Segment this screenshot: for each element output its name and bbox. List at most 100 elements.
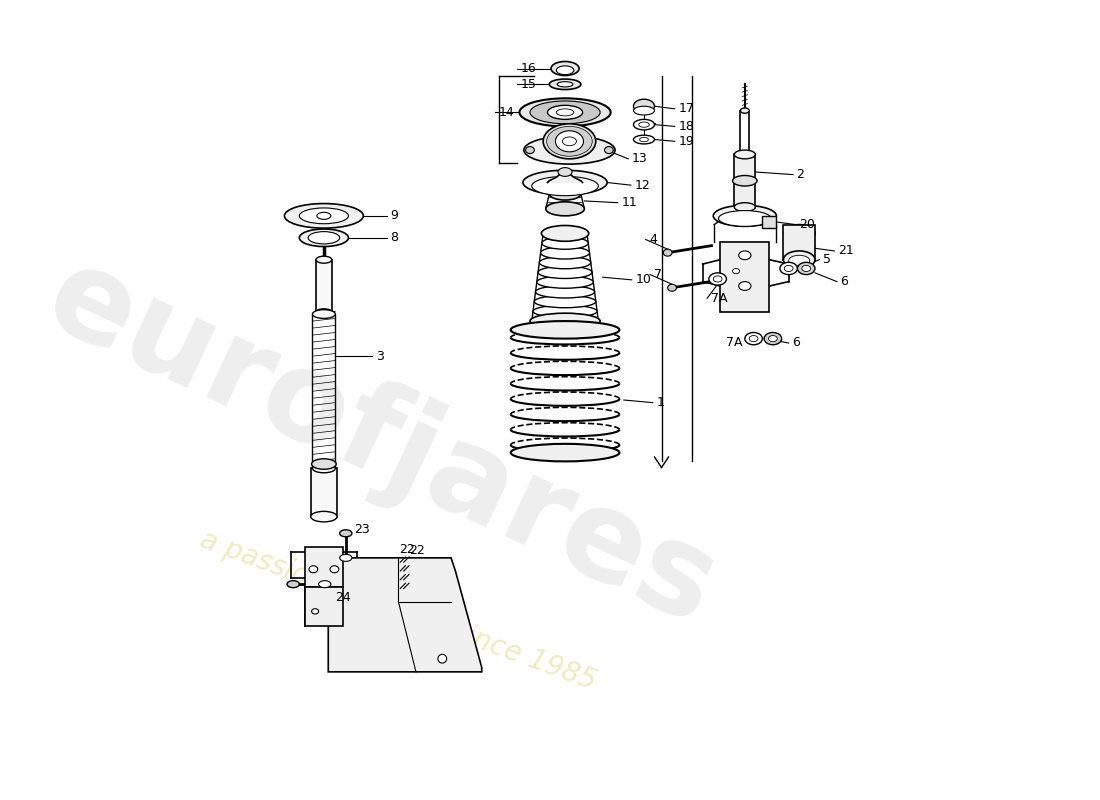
Ellipse shape [713, 276, 722, 282]
Ellipse shape [783, 225, 815, 242]
Ellipse shape [780, 262, 798, 274]
Ellipse shape [534, 305, 597, 318]
Bar [762, 216, 777, 228]
Ellipse shape [340, 530, 352, 537]
Text: 15: 15 [520, 78, 536, 90]
Ellipse shape [784, 266, 793, 271]
Ellipse shape [543, 227, 587, 239]
Ellipse shape [312, 310, 336, 318]
Ellipse shape [551, 62, 579, 75]
Ellipse shape [634, 99, 654, 114]
Bar [312, 314, 336, 469]
Ellipse shape [557, 109, 574, 116]
Bar [305, 586, 343, 626]
Ellipse shape [299, 208, 349, 224]
Ellipse shape [531, 176, 598, 196]
Ellipse shape [538, 266, 592, 278]
Ellipse shape [713, 206, 777, 226]
Ellipse shape [549, 79, 581, 90]
Ellipse shape [735, 202, 756, 211]
Ellipse shape [519, 98, 610, 126]
Ellipse shape [549, 188, 581, 200]
Ellipse shape [634, 106, 654, 115]
Ellipse shape [639, 122, 649, 127]
Ellipse shape [749, 335, 758, 342]
Text: 1: 1 [657, 396, 664, 409]
Text: 20: 20 [800, 218, 815, 231]
Ellipse shape [510, 321, 619, 338]
Bar [316, 260, 332, 312]
Text: 11: 11 [621, 196, 637, 209]
Ellipse shape [542, 237, 588, 250]
Text: 22: 22 [409, 544, 425, 558]
Ellipse shape [556, 130, 583, 152]
Ellipse shape [739, 282, 751, 290]
Ellipse shape [524, 136, 615, 164]
Ellipse shape [605, 146, 614, 154]
Ellipse shape [783, 251, 815, 269]
Text: 22: 22 [399, 542, 415, 555]
Ellipse shape [522, 170, 607, 194]
Ellipse shape [530, 313, 601, 329]
Ellipse shape [798, 262, 815, 274]
Text: 17: 17 [679, 102, 694, 115]
Ellipse shape [287, 581, 299, 588]
Text: 2: 2 [796, 168, 804, 181]
Text: 10: 10 [635, 274, 651, 286]
Ellipse shape [285, 203, 363, 228]
Bar [735, 154, 756, 207]
Ellipse shape [316, 256, 332, 263]
Text: 14: 14 [498, 106, 514, 119]
Ellipse shape [526, 146, 535, 154]
Text: 12: 12 [635, 178, 650, 192]
Ellipse shape [547, 126, 592, 156]
Ellipse shape [535, 295, 596, 308]
Ellipse shape [546, 202, 584, 216]
Polygon shape [548, 170, 583, 182]
Ellipse shape [557, 66, 574, 74]
Ellipse shape [733, 269, 739, 274]
Text: 9: 9 [390, 210, 398, 222]
Text: 7A: 7A [711, 292, 727, 305]
Ellipse shape [310, 511, 337, 522]
Bar [305, 547, 343, 586]
Ellipse shape [308, 232, 340, 244]
Ellipse shape [510, 444, 619, 462]
Ellipse shape [543, 124, 596, 159]
Ellipse shape [740, 108, 749, 114]
Text: 13: 13 [631, 152, 648, 166]
Bar [310, 469, 337, 517]
Ellipse shape [541, 226, 589, 242]
Ellipse shape [316, 309, 332, 316]
Ellipse shape [340, 554, 352, 562]
Ellipse shape [531, 315, 598, 327]
Bar [783, 225, 815, 260]
Polygon shape [328, 558, 482, 672]
Text: 3: 3 [375, 350, 384, 362]
Text: 6: 6 [840, 275, 848, 288]
Ellipse shape [718, 210, 771, 226]
Ellipse shape [634, 135, 654, 144]
Ellipse shape [769, 335, 778, 342]
Text: 16: 16 [520, 62, 536, 75]
Text: 23: 23 [354, 523, 371, 536]
Text: 7A: 7A [726, 337, 742, 350]
Ellipse shape [668, 284, 676, 291]
Ellipse shape [530, 101, 601, 124]
Text: 24: 24 [336, 591, 351, 604]
Ellipse shape [733, 175, 757, 186]
Ellipse shape [536, 286, 595, 298]
Ellipse shape [562, 137, 576, 146]
Ellipse shape [317, 212, 331, 219]
Ellipse shape [330, 566, 339, 573]
Ellipse shape [663, 249, 672, 256]
Text: 7: 7 [653, 268, 661, 281]
Ellipse shape [540, 246, 590, 259]
Ellipse shape [299, 229, 349, 246]
Ellipse shape [537, 276, 593, 288]
Text: a passion for parts since 1985: a passion for parts since 1985 [197, 526, 601, 695]
Text: 8: 8 [390, 231, 398, 244]
Text: 5: 5 [823, 253, 830, 266]
Ellipse shape [548, 106, 583, 119]
Ellipse shape [539, 257, 591, 269]
